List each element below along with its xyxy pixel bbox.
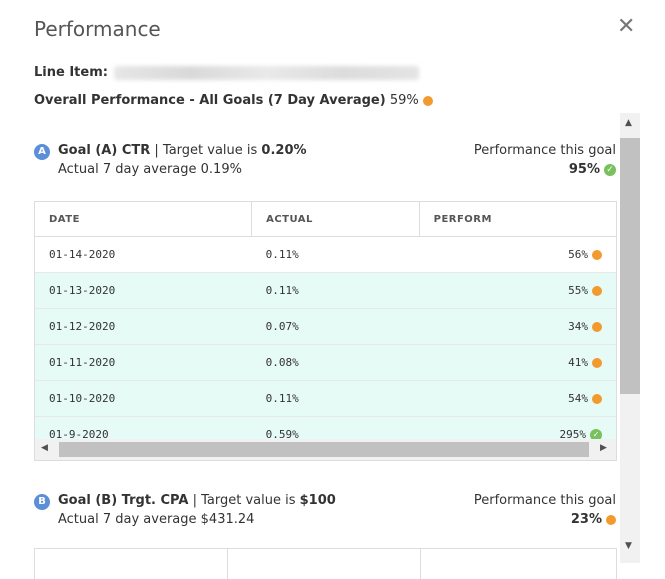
perform-value: 54% bbox=[568, 392, 588, 405]
goal-a-perf-label: Performance this goal bbox=[473, 143, 616, 158]
overall-label: Overall Performance - All Goals (7 Day A… bbox=[34, 93, 386, 108]
cell-perform: 54% bbox=[419, 380, 616, 417]
goal-a-actual: Actual 7 day average 0.19% bbox=[58, 162, 242, 177]
goal-b-table bbox=[34, 548, 617, 579]
status-dot-icon bbox=[592, 250, 602, 260]
perform-value: 56% bbox=[568, 248, 588, 261]
goal-a-perf-value: 95% bbox=[568, 162, 600, 177]
goal-b-target-prefix: | Target value is bbox=[192, 493, 296, 508]
table-column bbox=[35, 549, 228, 579]
cell-actual: 0.07% bbox=[251, 308, 420, 345]
status-dot-icon bbox=[422, 95, 433, 106]
status-dot-icon bbox=[592, 358, 602, 368]
goal-b-perf-label: Performance this goal bbox=[473, 493, 616, 508]
perform-value: 34% bbox=[568, 320, 588, 333]
cell-date: 01-14-2020 bbox=[35, 236, 252, 273]
goal-a-name: Goal (A) CTR bbox=[58, 143, 151, 158]
status-dot-icon bbox=[592, 322, 602, 332]
cell-actual: 0.08% bbox=[251, 344, 420, 381]
column-header-perform[interactable]: PERFORM bbox=[419, 202, 616, 237]
overall-value: 59% bbox=[389, 93, 419, 108]
goal-b-name: Goal (B) Trgt. CPA bbox=[58, 493, 189, 508]
scroll-left-icon[interactable]: ◀ bbox=[41, 443, 48, 453]
cell-perform: 55% bbox=[419, 272, 616, 309]
dialog-title: Performance bbox=[34, 17, 161, 41]
status-dot-icon bbox=[592, 286, 602, 296]
goal-a-summary: A Goal (A) CTR | Target value is 0.20% A… bbox=[34, 143, 616, 183]
table-row: 01-14-2020 0.11% 56% bbox=[35, 236, 616, 273]
goal-a-target-prefix: | Target value is bbox=[154, 143, 258, 158]
cell-date: 01-10-2020 bbox=[35, 380, 252, 417]
status-dot-icon bbox=[606, 514, 616, 525]
goal-a-heading: Goal (A) CTR | Target value is 0.20% bbox=[58, 143, 307, 158]
goal-b-target-value: $100 bbox=[299, 493, 336, 508]
table-row: 01-10-2020 0.11% 54% bbox=[35, 380, 616, 417]
cell-perform: 34% bbox=[419, 308, 616, 345]
status-dot-icon bbox=[592, 394, 602, 404]
goal-b-perf-value-wrap: 23% bbox=[571, 512, 616, 527]
perform-value: 41% bbox=[568, 356, 588, 369]
redacted-line-item-name bbox=[113, 65, 419, 80]
goal-b-actual: Actual 7 day average $431.24 bbox=[58, 512, 255, 527]
table-row: 01-13-2020 0.11% 55% bbox=[35, 272, 616, 309]
table-column bbox=[227, 549, 421, 579]
cell-date: 01-13-2020 bbox=[35, 272, 252, 309]
cell-actual: 0.11% bbox=[251, 236, 420, 273]
table-row: 01-11-2020 0.08% 41% bbox=[35, 344, 616, 381]
horizontal-scroll-thumb[interactable] bbox=[59, 442, 589, 457]
goal-b-perf-value: 23% bbox=[570, 512, 602, 527]
vertical-scroll-thumb[interactable] bbox=[620, 138, 640, 394]
goal-a-perf-value-wrap: 95% ✓ bbox=[569, 162, 616, 177]
horizontal-scrollbar[interactable]: ◀ ▶ bbox=[35, 439, 616, 460]
line-item-label: Line Item: bbox=[34, 65, 108, 80]
line-item-row: Line Item: bbox=[34, 65, 419, 80]
cell-date: 01-11-2020 bbox=[35, 344, 252, 381]
cell-perform: 56% bbox=[419, 236, 616, 273]
scroll-right-icon[interactable]: ▶ bbox=[600, 443, 607, 453]
overall-performance: Overall Performance - All Goals (7 Day A… bbox=[34, 93, 433, 108]
goal-badge-a: A bbox=[34, 144, 50, 160]
check-icon: ✓ bbox=[590, 429, 602, 441]
scroll-down-icon[interactable]: ▼ bbox=[625, 541, 632, 551]
cell-actual: 0.11% bbox=[251, 380, 420, 417]
cell-perform: 41% bbox=[419, 344, 616, 381]
goal-a-table: DATE ACTUAL PERFORM 01-14-2020 0.11% 56%… bbox=[34, 201, 617, 461]
column-header-date[interactable]: DATE bbox=[35, 202, 253, 237]
close-icon[interactable]: ✕ bbox=[617, 14, 636, 39]
cell-date: 01-12-2020 bbox=[35, 308, 252, 345]
check-icon: ✓ bbox=[604, 163, 616, 176]
scroll-up-icon[interactable]: ▲ bbox=[625, 118, 632, 128]
column-header-actual[interactable]: ACTUAL bbox=[251, 202, 420, 237]
goal-a-target-value: 0.20% bbox=[261, 143, 307, 158]
table-row: 01-12-2020 0.07% 34% bbox=[35, 308, 616, 345]
goal-b-heading: Goal (B) Trgt. CPA | Target value is $10… bbox=[58, 493, 336, 508]
cell-actual: 0.11% bbox=[251, 272, 420, 309]
perform-value: 55% bbox=[568, 284, 588, 297]
goal-b-summary: B Goal (B) Trgt. CPA | Target value is $… bbox=[34, 493, 616, 533]
perform-value: 295% bbox=[559, 428, 587, 441]
goal-badge-b: B bbox=[34, 494, 50, 510]
